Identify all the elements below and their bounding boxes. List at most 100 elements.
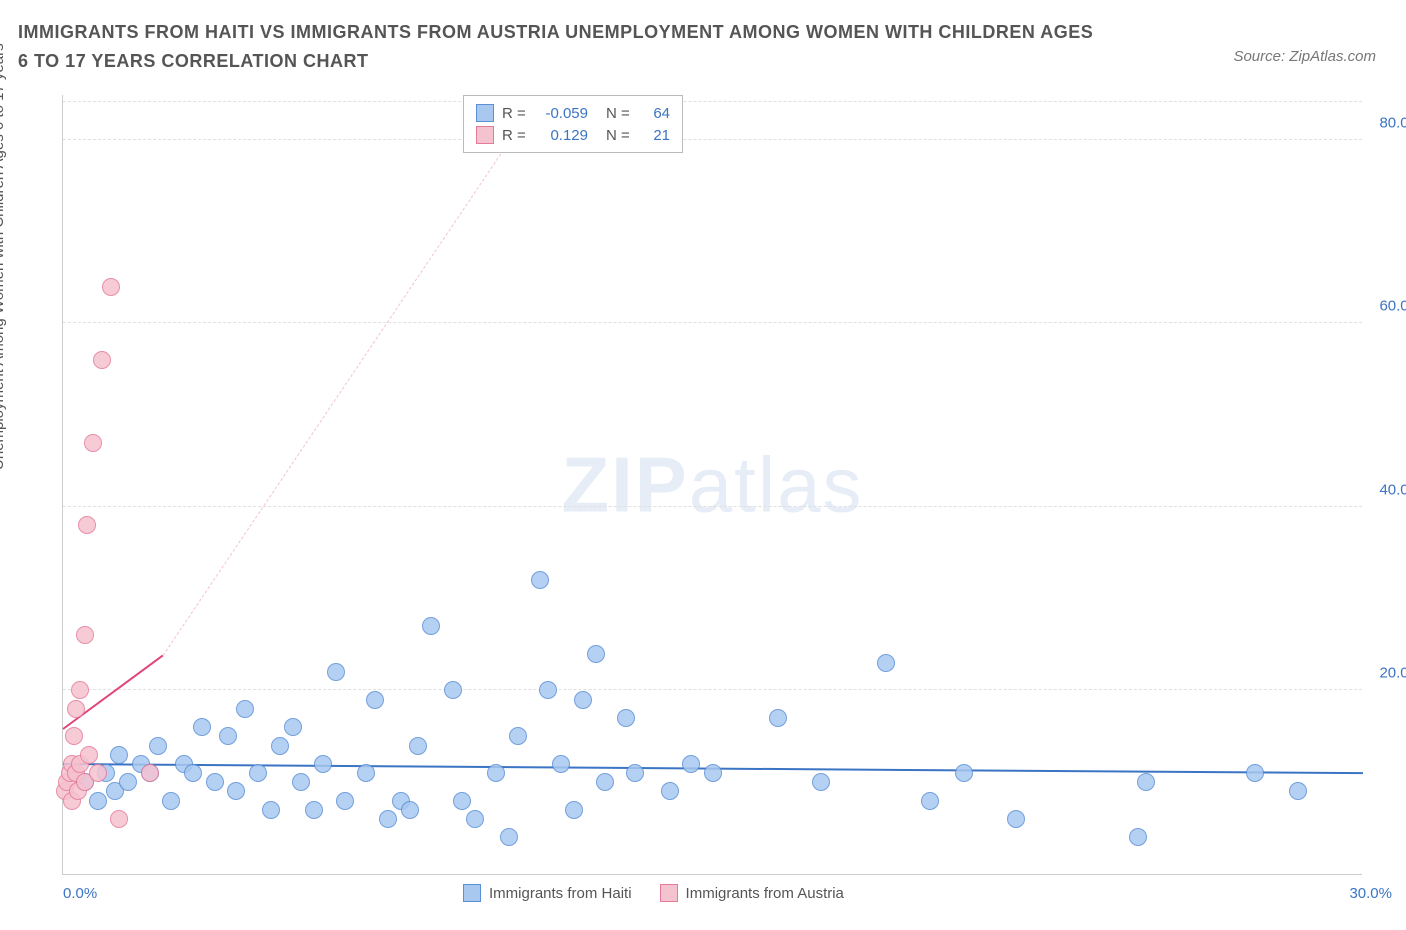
data-point — [110, 810, 128, 828]
data-point — [141, 764, 159, 782]
legend-item: Immigrants from Haiti — [463, 884, 632, 902]
data-point — [379, 810, 397, 828]
legend-label: Immigrants from Haiti — [489, 885, 632, 902]
data-point — [877, 654, 895, 672]
data-point — [206, 773, 224, 791]
data-point — [617, 709, 635, 727]
data-point — [78, 516, 96, 534]
data-point — [71, 681, 89, 699]
data-point — [162, 792, 180, 810]
data-point — [89, 764, 107, 782]
y-tick-label: 40.0% — [1379, 481, 1406, 498]
data-point — [262, 801, 280, 819]
data-point — [227, 782, 245, 800]
n-value: 64 — [642, 105, 670, 122]
gridline — [63, 139, 1362, 140]
data-point — [1137, 773, 1155, 791]
gridline — [63, 322, 1362, 323]
data-point — [587, 645, 605, 663]
legend-label: Immigrants from Austria — [686, 885, 844, 902]
x-tick-label: 0.0% — [63, 885, 97, 902]
data-point — [444, 681, 462, 699]
r-value: 0.129 — [538, 127, 588, 144]
series-legend: Immigrants from Haiti Immigrants from Aus… — [463, 884, 844, 902]
correlation-stats-box: R = -0.059 N = 64 R = 0.129 N = 21 — [463, 95, 683, 153]
data-point — [357, 764, 375, 782]
data-point — [1129, 828, 1147, 846]
data-point — [509, 727, 527, 745]
data-point — [76, 626, 94, 644]
x-tick-label: 30.0% — [1349, 885, 1392, 902]
stats-row: R = 0.129 N = 21 — [476, 124, 670, 146]
r-label: R = — [502, 127, 530, 144]
data-point — [453, 792, 471, 810]
data-point — [661, 782, 679, 800]
y-tick-label: 80.0% — [1379, 114, 1406, 131]
data-point — [1289, 782, 1307, 800]
source-text: Source: ZipAtlas.com — [1233, 48, 1376, 65]
data-point — [184, 764, 202, 782]
data-point — [65, 727, 83, 745]
data-point — [236, 700, 254, 718]
data-point — [682, 755, 700, 773]
y-tick-label: 20.0% — [1379, 665, 1406, 682]
data-point — [67, 700, 85, 718]
data-point — [110, 746, 128, 764]
data-point — [1007, 810, 1025, 828]
data-point — [487, 764, 505, 782]
data-point — [401, 801, 419, 819]
gridline — [63, 689, 1362, 690]
data-point — [119, 773, 137, 791]
r-label: R = — [502, 105, 530, 122]
data-point — [955, 764, 973, 782]
gridline — [63, 506, 1362, 507]
data-point — [292, 773, 310, 791]
data-point — [80, 746, 98, 764]
series-swatch — [476, 104, 494, 122]
data-point — [89, 792, 107, 810]
data-point — [193, 718, 211, 736]
data-point — [921, 792, 939, 810]
chart-plot-area: ZIPatlas 20.0%40.0%60.0%80.0%0.0%30.0% R… — [62, 95, 1362, 875]
data-point — [93, 351, 111, 369]
data-point — [466, 810, 484, 828]
trend-line — [162, 95, 540, 655]
r-value: -0.059 — [538, 105, 588, 122]
data-point — [305, 801, 323, 819]
data-point — [704, 764, 722, 782]
data-point — [565, 801, 583, 819]
data-point — [1246, 764, 1264, 782]
n-label: N = — [606, 127, 634, 144]
legend-swatch — [660, 884, 678, 902]
data-point — [574, 691, 592, 709]
stats-row: R = -0.059 N = 64 — [476, 102, 670, 124]
data-point — [284, 718, 302, 736]
y-axis-label: Unemployment Among Women with Children A… — [0, 43, 7, 470]
data-point — [409, 737, 427, 755]
chart-title: IMMIGRANTS FROM HAITI VS IMMIGRANTS FROM… — [18, 18, 1098, 76]
data-point — [539, 681, 557, 699]
watermark: ZIPatlas — [561, 439, 863, 530]
data-point — [102, 278, 120, 296]
data-point — [366, 691, 384, 709]
data-point — [84, 434, 102, 452]
data-point — [531, 571, 549, 589]
data-point — [327, 663, 345, 681]
data-point — [500, 828, 518, 846]
data-point — [552, 755, 570, 773]
data-point — [219, 727, 237, 745]
data-point — [626, 764, 644, 782]
y-tick-label: 60.0% — [1379, 298, 1406, 315]
legend-swatch — [463, 884, 481, 902]
n-value: 21 — [642, 127, 670, 144]
data-point — [596, 773, 614, 791]
data-point — [812, 773, 830, 791]
data-point — [336, 792, 354, 810]
data-point — [271, 737, 289, 755]
data-point — [422, 617, 440, 635]
n-label: N = — [606, 105, 634, 122]
data-point — [249, 764, 267, 782]
data-point — [314, 755, 332, 773]
legend-item: Immigrants from Austria — [660, 884, 844, 902]
data-point — [149, 737, 167, 755]
